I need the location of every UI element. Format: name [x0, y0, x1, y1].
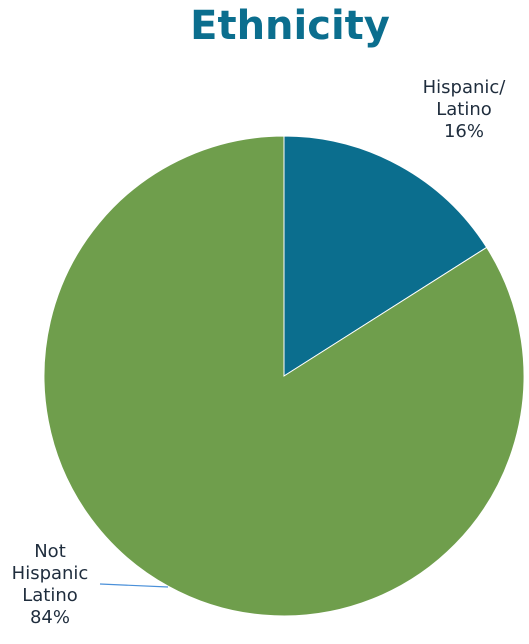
pie-slice-hispanic-latino [283, 135, 488, 377]
slice-label-line: Not [34, 541, 66, 562]
slice-label-line: Hispanic [11, 563, 89, 584]
pie-slices [43, 135, 525, 617]
slice-percent-label: 16% [443, 121, 484, 142]
pie-slice-not-hispanic-latino [43, 135, 525, 617]
leader-line-not-hispanic [99, 583, 169, 588]
slice-label-line: Latino [22, 585, 78, 606]
slice-label-line: Latino [436, 99, 492, 120]
slice-label-hispanic-latino: Hispanic/ Latino 16% [400, 77, 528, 143]
slice-label-line: Hispanic/ [422, 77, 506, 98]
slice-label-not-hispanic-latino: Not Hispanic Latino 84% [0, 541, 100, 629]
chart-title: Ethnicity [190, 3, 390, 49]
slice-percent-label: 84% [29, 607, 70, 628]
